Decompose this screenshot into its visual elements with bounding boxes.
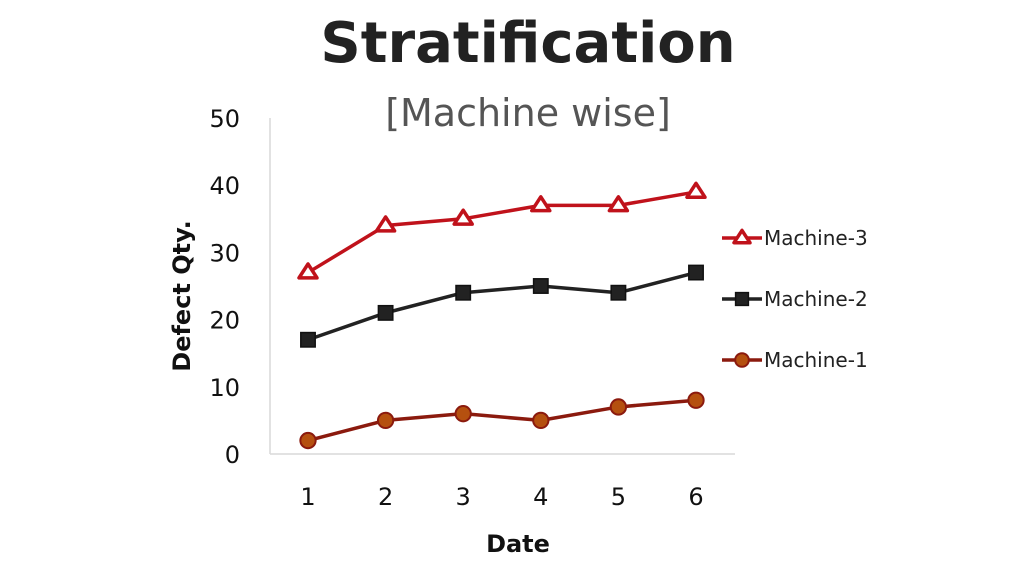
y-tick-label: 40 xyxy=(209,172,240,200)
series-line-machine-2 xyxy=(307,270,697,342)
data-point-machine-2 xyxy=(532,278,549,294)
y-tick-label: 20 xyxy=(209,307,240,335)
y-tick-label: 10 xyxy=(209,374,240,402)
y-tick-label: 50 xyxy=(209,105,240,133)
legend-label: Machine-1 xyxy=(764,348,868,372)
legend-label: Machine-3 xyxy=(764,226,868,250)
data-point-machine-3 xyxy=(452,208,474,226)
y-tick-labels: 0 10 20 30 40 50 xyxy=(209,105,240,469)
data-point-machine-1 xyxy=(376,411,395,430)
data-point-machine-2 xyxy=(688,264,704,281)
x-tick-label: 6 xyxy=(688,483,703,511)
legend-item-machine-1: Machine-1 xyxy=(722,348,868,372)
series-machine-3 xyxy=(297,181,707,280)
data-point-machine-3 xyxy=(297,262,319,280)
y-axis-label: Defect Qty. xyxy=(168,220,196,371)
x-tick-label: 3 xyxy=(456,483,471,511)
y-tick-label: 0 xyxy=(225,441,240,469)
series-line-machine-3 xyxy=(307,190,697,275)
x-tick-label: 2 xyxy=(378,483,393,511)
x-axis-label: Date xyxy=(486,530,550,558)
data-point-machine-1 xyxy=(454,405,472,423)
data-point-machine-3 xyxy=(374,215,397,233)
series-machine-1 xyxy=(299,391,705,450)
legend: Machine-3 Machine-2 Machine-1 xyxy=(722,226,868,372)
data-point-machine-1 xyxy=(609,398,628,416)
legend-item-machine-3: Machine-3 xyxy=(722,226,868,250)
data-point-machine-2 xyxy=(377,304,394,321)
x-tick-labels: 1 2 3 4 5 6 xyxy=(300,483,703,511)
x-tick-label: 1 xyxy=(300,483,315,511)
y-tick-label: 30 xyxy=(209,239,240,267)
series-line-machine-1 xyxy=(307,398,697,443)
data-point-machine-2 xyxy=(610,284,627,301)
data-point-machine-1 xyxy=(299,431,317,450)
legend-marker xyxy=(732,228,752,245)
data-point-machine-2 xyxy=(455,284,472,301)
x-tick-label: 5 xyxy=(611,483,626,511)
data-point-machine-1 xyxy=(687,391,705,409)
legend-item-machine-2: Machine-2 xyxy=(722,287,868,311)
data-point-machine-2 xyxy=(300,331,316,348)
data-point-machine-3 xyxy=(685,181,707,199)
legend-label: Machine-2 xyxy=(764,287,868,311)
legend-marker xyxy=(734,352,750,368)
chart-subtitle: [Machine wise] xyxy=(385,91,671,135)
series-layer xyxy=(297,181,707,450)
legend-marker xyxy=(734,291,750,307)
x-tick-label: 4 xyxy=(533,483,548,511)
chart-title: Stratification xyxy=(320,11,735,76)
series-machine-2 xyxy=(300,264,704,348)
data-point-machine-3 xyxy=(607,195,630,213)
data-point-machine-3 xyxy=(530,195,552,213)
data-point-machine-1 xyxy=(532,411,550,430)
